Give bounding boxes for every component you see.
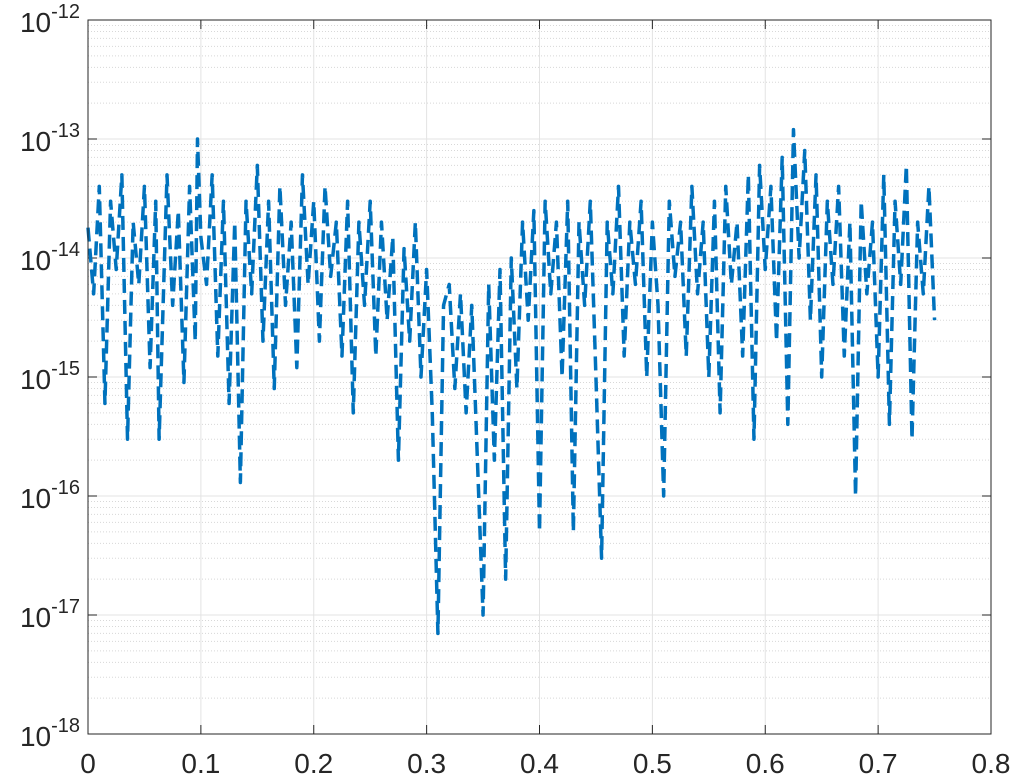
y-tick-base: 10: [20, 126, 51, 157]
x-tick-label: 0: [80, 748, 96, 777]
data-line: [86, 127, 937, 636]
y-tick-exponent: -14: [51, 239, 80, 261]
x-tick-label: 0.8: [972, 748, 1011, 777]
x-tick-label: 0.5: [633, 748, 672, 777]
y-tick-base: 10: [20, 721, 51, 752]
y-tick-label: 10-14: [20, 239, 80, 276]
y-tick-exponent: -15: [51, 358, 80, 380]
y-tick-exponent: -16: [51, 477, 80, 499]
y-tick-label: 10-15: [20, 358, 80, 395]
y-tick-label: 10-16: [20, 477, 80, 514]
axes-box: [87, 19, 992, 735]
x-tick-label: 0.2: [294, 748, 333, 777]
y-tick-base: 10: [20, 602, 51, 633]
y-tick-exponent: -12: [51, 1, 80, 23]
y-tick-label: 10-13: [20, 120, 80, 157]
y-tick-exponent: -18: [51, 715, 80, 737]
y-tick-exponent: -13: [51, 120, 80, 142]
y-tick-label: 10-18: [20, 715, 80, 752]
x-tick-label: 0.6: [746, 748, 785, 777]
y-tick-base: 10: [20, 483, 51, 514]
x-tick-label: 0.4: [520, 748, 559, 777]
y-tick-exponent: -17: [51, 596, 80, 618]
x-tick-label: 0.3: [407, 748, 446, 777]
x-tick-label: 0.1: [181, 748, 220, 777]
y-tick-base: 10: [20, 7, 51, 38]
y-tick-base: 10: [20, 364, 51, 395]
y-tick-label: 10-12: [20, 1, 80, 38]
x-tick-label: 0.7: [859, 748, 898, 777]
y-tick-base: 10: [20, 245, 51, 276]
y-tick-label: 10-17: [20, 596, 80, 633]
